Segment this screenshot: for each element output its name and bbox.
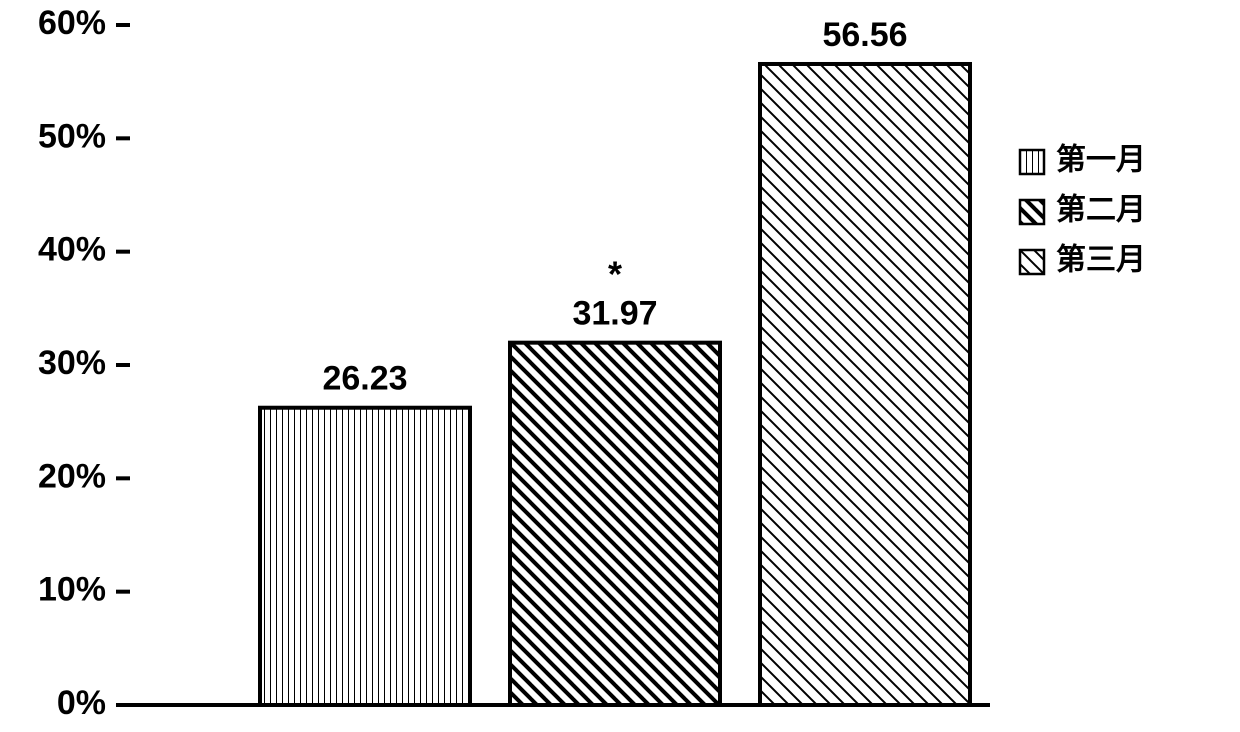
y-axis-tick-label: 60% [38, 4, 106, 42]
bar-value-label: 31.97 [572, 295, 657, 333]
y-axis-tick-label: 0% [57, 684, 106, 722]
legend-swatch [1020, 200, 1044, 224]
significance-marker: * [858, 0, 872, 16]
legend-label: 第二月 [1056, 193, 1146, 227]
legend-label: 第一月 [1056, 143, 1146, 177]
bar-value-label: 26.23 [322, 360, 407, 398]
bar [260, 408, 470, 705]
bar-value-label: 56.56 [822, 16, 907, 54]
y-axis-tick-label: 20% [38, 457, 106, 495]
legend-swatch [1020, 150, 1044, 174]
chart-legend: 第一月第二月第三月 [1020, 143, 1146, 277]
legend-label: 第三月 [1056, 243, 1146, 277]
y-axis-tick-label: 50% [38, 117, 106, 155]
chart-container: 0%10%20%30%40%50%60% 26.2331.97*56.56* 第… [0, 0, 1240, 732]
legend-swatch [1020, 250, 1044, 274]
bar-chart: 0%10%20%30%40%50%60% 26.2331.97*56.56* 第… [0, 0, 1240, 732]
bar [760, 64, 970, 705]
bar [510, 343, 720, 705]
y-axis-tick-label: 40% [38, 231, 106, 269]
significance-marker: * [608, 254, 622, 295]
y-axis-tick-label: 30% [38, 344, 106, 382]
y-axis-tick-label: 10% [38, 571, 106, 609]
